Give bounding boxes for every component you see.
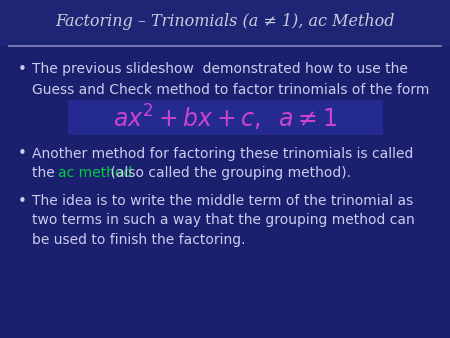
Text: •: • (18, 194, 27, 209)
Text: two terms in such a way that the grouping method can: two terms in such a way that the groupin… (32, 213, 414, 227)
Text: the: the (32, 166, 58, 180)
Text: Factoring – Trinomials (a ≠ 1), ac Method: Factoring – Trinomials (a ≠ 1), ac Metho… (55, 14, 395, 30)
Text: •: • (18, 62, 27, 77)
Text: The idea is to write the middle term of the trinomial as: The idea is to write the middle term of … (32, 194, 413, 208)
Text: be used to finish the factoring.: be used to finish the factoring. (32, 233, 245, 247)
Text: $ax^2 + bx + c, \;\; a \neq 1$: $ax^2 + bx + c, \;\; a \neq 1$ (113, 102, 337, 133)
Text: (also called the grouping method).: (also called the grouping method). (106, 166, 351, 180)
Text: •: • (18, 146, 27, 161)
Text: Another method for factoring these trinomials is called: Another method for factoring these trino… (32, 147, 413, 161)
Text: ac method: ac method (58, 166, 132, 180)
FancyBboxPatch shape (68, 100, 382, 135)
FancyBboxPatch shape (0, 0, 450, 46)
Text: Guess and Check method to factor trinomials of the form: Guess and Check method to factor trinomi… (32, 82, 429, 97)
Text: The previous slideshow  demonstrated how to use the: The previous slideshow demonstrated how … (32, 62, 407, 76)
